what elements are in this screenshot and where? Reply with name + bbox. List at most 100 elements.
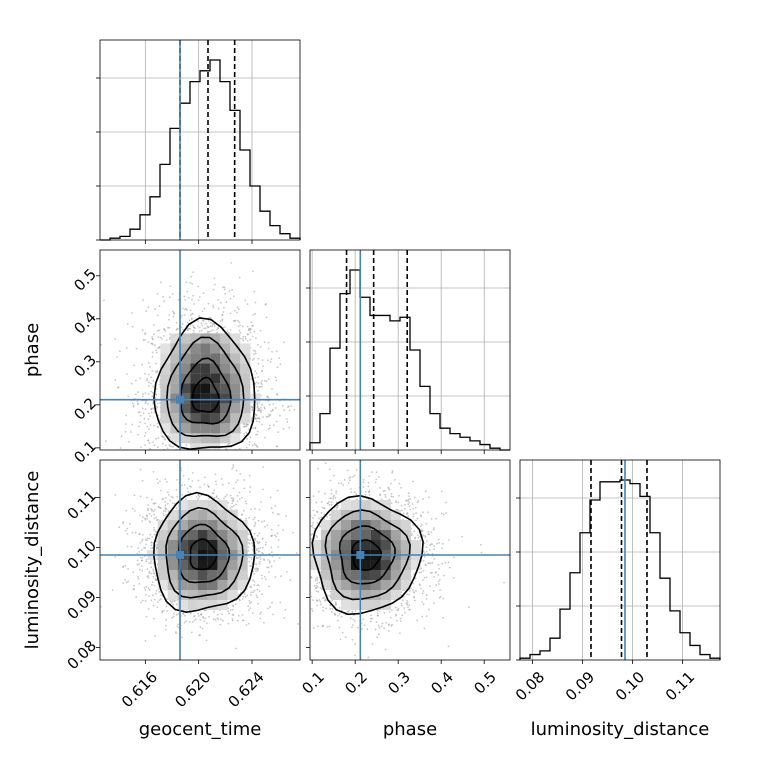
sample-point [238, 321, 241, 324]
sample-point [158, 599, 161, 601]
sample-point [209, 325, 212, 328]
sample-point [144, 402, 147, 405]
sample-point [153, 411, 156, 414]
sample-point [192, 324, 194, 327]
sample-point [219, 623, 222, 626]
sample-point [260, 411, 262, 414]
sample-point [155, 456, 157, 458]
density-cell [160, 413, 171, 424]
sample-point [267, 347, 270, 350]
sample-point [159, 489, 162, 492]
sample-point [226, 330, 229, 332]
sample-point [279, 414, 281, 417]
sample-point [203, 327, 205, 330]
sample-point [222, 286, 225, 289]
sample-point [252, 518, 255, 521]
sample-point [141, 407, 144, 410]
sample-point [159, 336, 162, 339]
sample-point [117, 386, 119, 389]
sample-point [147, 504, 150, 506]
marginal-panel-geocent_time [96, 39, 301, 244]
sample-point [173, 463, 175, 465]
sample-point [153, 526, 155, 529]
density-cell [170, 353, 181, 364]
sample-point [133, 364, 135, 367]
sample-point [174, 494, 176, 496]
sample-point [155, 519, 158, 521]
sample-point [191, 461, 193, 463]
sample-point [239, 332, 242, 334]
sample-point [146, 537, 149, 540]
sample-point [92, 390, 94, 392]
sample-point [207, 330, 209, 333]
sample-point [245, 451, 247, 453]
sample-point [257, 417, 260, 420]
sample-point [238, 276, 241, 279]
sample-point [228, 289, 231, 292]
sample-point [280, 575, 282, 578]
sample-point [197, 615, 200, 617]
sample-point [243, 479, 246, 481]
sample-point [198, 634, 201, 637]
sample-point [251, 444, 254, 447]
sample-point [120, 435, 123, 438]
sample-point [261, 385, 263, 388]
sample-point [260, 383, 263, 385]
sample-point [157, 601, 159, 603]
sample-point [152, 570, 155, 572]
density-cell [180, 363, 191, 374]
sample-point [250, 593, 252, 596]
sample-point [147, 341, 150, 343]
sample-point [198, 315, 201, 318]
sample-point [104, 440, 107, 442]
sample-point [278, 557, 281, 560]
sample-point [127, 567, 129, 570]
sample-point [125, 347, 128, 349]
sample-point [260, 409, 263, 411]
sample-point [163, 335, 165, 337]
contour-line [191, 376, 220, 413]
sample-point [144, 588, 147, 591]
sample-point [274, 376, 277, 379]
sample-point [202, 320, 205, 322]
sample-point [211, 325, 214, 327]
sample-point [249, 585, 252, 588]
sample-point [151, 336, 154, 338]
sample-point [246, 340, 249, 342]
sample-point [266, 566, 269, 569]
sample-point [192, 271, 195, 273]
sample-point [277, 539, 280, 541]
density-cell [220, 353, 231, 364]
sample-point [258, 556, 260, 559]
density-cell [220, 413, 231, 424]
sample-point [269, 496, 272, 499]
sample-point [242, 335, 245, 338]
sample-point [159, 480, 161, 483]
sample-point [235, 503, 238, 506]
sample-point [190, 275, 193, 278]
sample-point [279, 601, 282, 604]
sample-point [142, 393, 144, 396]
sample-point [139, 468, 142, 471]
sample-point [156, 478, 159, 480]
sample-point [194, 458, 196, 460]
density-cell [210, 363, 221, 374]
sample-point [264, 407, 266, 410]
density-cell [170, 413, 181, 424]
sample-point [149, 447, 152, 450]
sample-point [267, 341, 270, 344]
sample-point [220, 618, 222, 621]
sample-point [242, 339, 245, 342]
panel-frame [99, 249, 301, 451]
sample-point [176, 458, 178, 460]
sample-point [238, 447, 241, 450]
sample-point [257, 357, 260, 360]
sample-point [263, 576, 266, 578]
sample-point [148, 562, 150, 564]
sample-point [285, 515, 288, 517]
sample-point [208, 486, 210, 488]
sample-point [148, 385, 150, 387]
sample-point [182, 613, 185, 616]
sample-point [283, 617, 286, 619]
x-tick-label: 0.11 [662, 668, 698, 704]
